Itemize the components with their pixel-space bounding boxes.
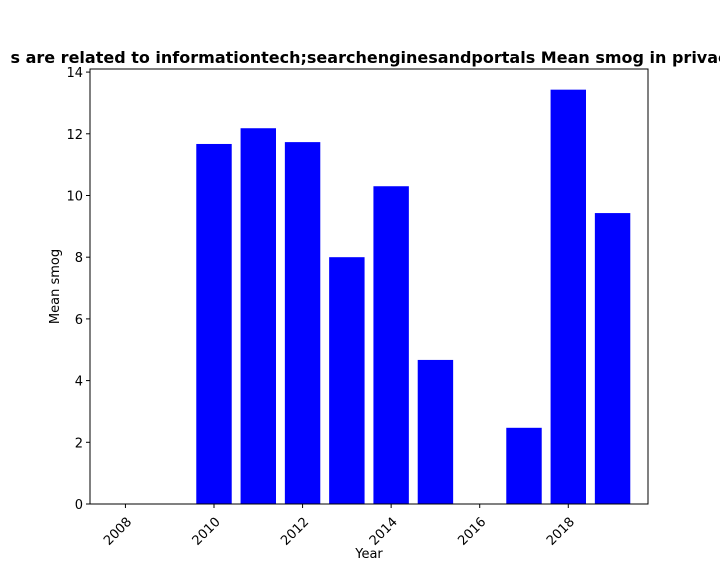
- bar-2018: [550, 89, 586, 504]
- y-tick-label-2: 2: [75, 436, 83, 451]
- x-tick-label-2016: 2016: [455, 515, 489, 549]
- y-tick-label-0: 0: [75, 498, 83, 513]
- x-tick-label-2010: 2010: [190, 515, 224, 549]
- bar-2017: [506, 427, 542, 504]
- bar-2013: [329, 257, 365, 504]
- x-tick-label-2014: 2014: [367, 515, 401, 549]
- x-tick-label-2008: 2008: [101, 515, 135, 549]
- bar-2015: [417, 359, 454, 504]
- y-axis: 0 2 4 6 8 10 12 14: [66, 66, 90, 513]
- bar-2019: [594, 213, 631, 504]
- chart-title: s are related to informationtech;searche…: [10, 48, 720, 67]
- y-tick-label-6: 6: [75, 313, 83, 328]
- bars-group: [196, 89, 631, 505]
- y-tick-label-12: 12: [66, 128, 83, 143]
- y-axis-label: Mean smog: [48, 249, 63, 324]
- x-tick-label-2018: 2018: [544, 515, 578, 549]
- bar-2011: [240, 128, 276, 504]
- y-tick-label-14: 14: [66, 66, 83, 81]
- y-tick-label-10: 10: [66, 189, 83, 204]
- x-tick-label-2012: 2012: [278, 515, 312, 549]
- y-tick-label-8: 8: [75, 251, 83, 266]
- plot-frame: [89, 68, 649, 505]
- bar-2012: [284, 142, 321, 505]
- bar-2014: [373, 186, 409, 504]
- y-tick-label-4: 4: [75, 375, 83, 390]
- bar-2010: [196, 143, 232, 504]
- x-axis-label: Year: [354, 547, 383, 562]
- x-axis: 2008 2010 2012 2014 2016 2018: [101, 504, 578, 549]
